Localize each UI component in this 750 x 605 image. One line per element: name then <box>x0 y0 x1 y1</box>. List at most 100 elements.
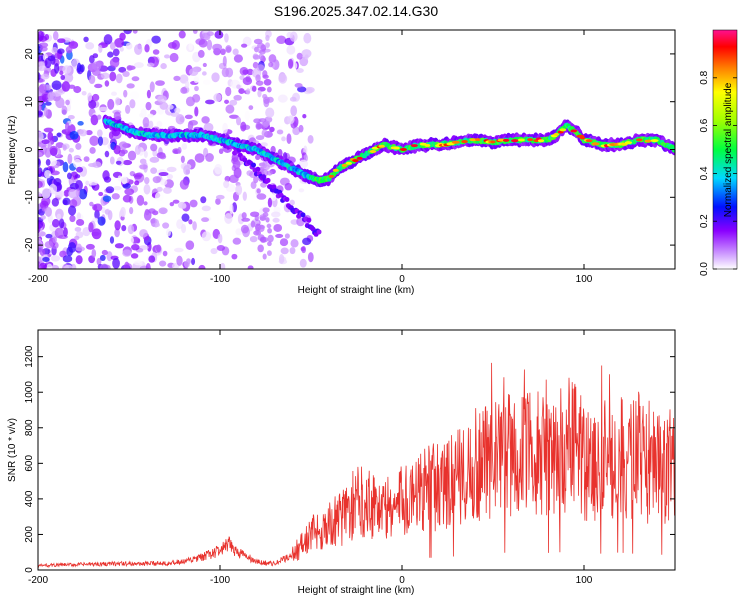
spectrogram-xlabel: Height of straight line (km) <box>298 285 415 296</box>
spectrogram-ytick-label: -20 <box>24 237 35 252</box>
noise-speck <box>91 61 102 71</box>
noise-speck <box>120 206 126 218</box>
branch-blob <box>255 166 261 172</box>
noise-speck <box>163 187 172 194</box>
noise-speck <box>266 223 272 229</box>
noise-speck <box>273 223 283 232</box>
ridge-peak <box>451 140 460 144</box>
noise-speck <box>114 243 124 249</box>
noise-speck <box>56 213 62 221</box>
noise-speck <box>120 149 128 154</box>
noise-speck <box>91 248 97 258</box>
noise-speck <box>290 105 298 117</box>
noise-speck <box>38 105 43 112</box>
noise-speck <box>255 80 264 86</box>
ridge-peak <box>424 143 431 147</box>
noise-speck <box>49 183 58 195</box>
noise-speck <box>38 131 44 142</box>
noise-speck <box>50 264 60 269</box>
noise-speck <box>198 39 208 48</box>
noise-speck <box>155 244 162 253</box>
colorbar-tick-label: 0.2 <box>699 214 710 228</box>
noise-speck <box>162 222 170 229</box>
noise-speck <box>44 206 52 217</box>
noise-speck <box>144 177 150 185</box>
noise-speck <box>38 157 41 168</box>
noise-speck <box>132 173 143 178</box>
noise-speck <box>202 71 207 76</box>
noise-speck <box>48 157 57 167</box>
noise-speck <box>229 116 238 126</box>
noise-speck <box>223 180 230 189</box>
ridge-peak <box>341 163 348 167</box>
noise-speck <box>67 205 77 216</box>
noise-speck <box>96 257 102 266</box>
noise-speck <box>206 39 213 51</box>
noise-speck <box>210 248 218 255</box>
noise-speck <box>194 153 205 163</box>
noise-speck <box>202 62 207 68</box>
noise-speck <box>257 42 265 49</box>
noise-speck <box>126 65 133 71</box>
spectrogram-xtick-label: -100 <box>210 274 230 285</box>
noise-speck <box>89 147 96 154</box>
noise-speck <box>144 44 150 53</box>
noise-speck <box>125 42 133 50</box>
noise-speck <box>111 193 120 200</box>
noise-speck <box>239 75 245 81</box>
snr-ylabel: SNR (10 * v/v) <box>7 418 18 482</box>
ridge-peak <box>475 138 481 142</box>
ridge-peak <box>393 146 400 150</box>
noise-speck <box>181 213 190 222</box>
noise-speck <box>55 142 64 149</box>
noise-speck <box>296 52 303 60</box>
noise-speck <box>114 97 121 106</box>
noise-speck <box>112 257 120 269</box>
noise-speck <box>44 169 52 179</box>
ridge-peak <box>490 140 496 144</box>
noise-speck <box>250 181 257 189</box>
snr-marks <box>38 362 675 569</box>
noise-speck <box>131 244 140 251</box>
noise-speck <box>181 143 188 150</box>
noise-speck <box>294 82 303 88</box>
noise-speck <box>88 99 97 109</box>
noise-speck <box>259 236 267 243</box>
noise-speck <box>185 240 195 251</box>
noise-speck <box>47 91 56 101</box>
noise-speck <box>57 38 66 44</box>
noise-speck <box>97 216 106 226</box>
noise-speck <box>166 174 174 180</box>
noise-speck <box>89 201 94 207</box>
noise-speck <box>279 238 289 247</box>
noise-speck <box>75 246 86 252</box>
noise-speck <box>256 193 267 200</box>
noise-speck <box>85 180 90 186</box>
noise-speck <box>181 223 187 234</box>
noise-speck <box>301 246 306 254</box>
noise-speck <box>75 219 85 226</box>
noise-speck <box>149 156 160 163</box>
noise-speck <box>143 184 151 195</box>
noise-speck <box>266 86 272 93</box>
noise-speck <box>160 63 167 70</box>
noise-speck <box>170 112 180 117</box>
noise-speck <box>63 227 68 237</box>
noise-speck <box>263 78 272 86</box>
noise-speck <box>188 43 193 51</box>
noise-speck <box>38 265 42 269</box>
noise-speck <box>44 101 52 106</box>
noise-speck <box>205 153 214 162</box>
noise-speck <box>235 228 243 236</box>
branch-blob <box>284 196 290 202</box>
colorbar-tick-label: 0.6 <box>699 118 710 132</box>
noise-speck <box>287 115 295 125</box>
noise-speck <box>302 237 312 246</box>
noise-speck <box>229 114 239 119</box>
noise-speck <box>88 222 94 233</box>
noise-speck <box>282 152 288 161</box>
noise-speck <box>172 199 180 204</box>
noise-speck <box>262 120 269 128</box>
noise-speck <box>157 95 167 103</box>
